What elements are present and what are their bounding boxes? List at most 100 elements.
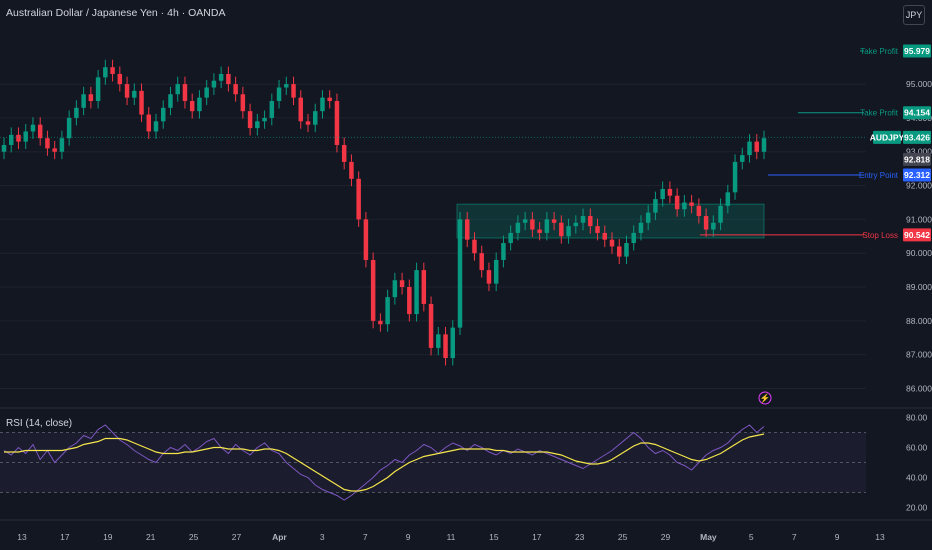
candle-body bbox=[110, 67, 115, 74]
event-marker-icon bbox=[758, 391, 772, 405]
price-tick-label: 89.000 bbox=[906, 282, 932, 292]
candle-body bbox=[414, 270, 419, 315]
level-price-tag bbox=[903, 44, 931, 58]
candle-body bbox=[30, 124, 36, 132]
candle-body bbox=[305, 121, 311, 125]
rsi-tick-label: 60.00 bbox=[906, 443, 928, 453]
price-tick-label: 95.000 bbox=[906, 79, 932, 89]
candle-body bbox=[334, 101, 340, 145]
time-tick-label: 13 bbox=[875, 532, 885, 542]
level-price-tag bbox=[903, 106, 931, 120]
candle-body bbox=[428, 303, 434, 348]
candle-body bbox=[45, 138, 50, 149]
candle-body bbox=[472, 239, 477, 254]
candle-body bbox=[298, 97, 304, 122]
candle-body bbox=[23, 131, 28, 142]
candle-body bbox=[211, 80, 217, 88]
price-tick-label: 87.000 bbox=[906, 350, 932, 360]
candle-body bbox=[464, 219, 470, 240]
candle-body bbox=[703, 216, 709, 230]
candle-body bbox=[74, 107, 79, 118]
candle-body bbox=[616, 246, 622, 257]
candle-body bbox=[52, 148, 57, 152]
price-tick-label: 88.000 bbox=[906, 316, 932, 326]
candle-body bbox=[689, 202, 694, 206]
level-price-text: 94.154 bbox=[904, 108, 930, 118]
level-label: Take Profit bbox=[860, 47, 899, 56]
time-tick-label: 17 bbox=[60, 532, 70, 542]
candle-body bbox=[168, 94, 173, 108]
candle-body bbox=[595, 226, 600, 233]
time-tick-label: 17 bbox=[532, 532, 542, 542]
rsi-tick-label: 20.00 bbox=[906, 503, 928, 513]
candle-body bbox=[392, 280, 398, 298]
candle-body bbox=[160, 107, 166, 122]
candle-body bbox=[559, 222, 564, 237]
time-tick-label: 9 bbox=[406, 532, 411, 542]
price-tick-label: 93.000 bbox=[906, 147, 932, 157]
time-tick-label: 29 bbox=[661, 532, 671, 542]
candle-body bbox=[436, 334, 441, 348]
candle-body bbox=[566, 226, 571, 237]
time-tick-label: 25 bbox=[189, 532, 199, 542]
lightning-icon: ⚡ bbox=[760, 393, 771, 404]
candle-body bbox=[132, 90, 137, 98]
marked-price-tag bbox=[903, 152, 931, 166]
rsi-line bbox=[3, 424, 765, 501]
level-label: Entry Point bbox=[859, 171, 899, 180]
time-tick-label: 21 bbox=[146, 532, 156, 542]
candle-body bbox=[645, 212, 651, 223]
time-tick-label: 27 bbox=[232, 532, 242, 542]
candle-body bbox=[233, 84, 238, 95]
candle-body bbox=[537, 229, 542, 233]
candle-body bbox=[247, 111, 253, 129]
level-price-text: 90.542 bbox=[904, 230, 930, 240]
candle-body bbox=[761, 138, 767, 152]
candle-body bbox=[197, 97, 202, 112]
candle-body bbox=[189, 101, 195, 112]
candle-body bbox=[204, 87, 209, 98]
candle-body bbox=[103, 67, 108, 78]
candle-body bbox=[653, 199, 658, 213]
candle-body bbox=[718, 205, 723, 223]
candle-body bbox=[95, 77, 101, 102]
time-tick-label: 23 bbox=[575, 532, 585, 542]
candle-body bbox=[740, 155, 745, 162]
candle-body bbox=[443, 334, 448, 359]
candle-body bbox=[88, 94, 94, 102]
time-tick-label: 3 bbox=[320, 532, 325, 542]
candle-body bbox=[631, 232, 636, 244]
time-tick-label: 7 bbox=[792, 532, 797, 542]
rsi-tick-label: 80.00 bbox=[906, 413, 928, 423]
candle-body bbox=[508, 232, 513, 244]
current-price-text: 93.426 bbox=[904, 132, 930, 142]
level-label: Stop Loss bbox=[862, 231, 898, 240]
candle-body bbox=[754, 141, 760, 152]
candle-body bbox=[327, 97, 332, 102]
candle-body bbox=[8, 134, 14, 145]
marked-price-text: 92.818 bbox=[904, 154, 930, 164]
candle-body bbox=[667, 188, 673, 196]
price-tick-label: 91.000 bbox=[906, 214, 932, 224]
level-price-text: 95.979 bbox=[904, 46, 930, 56]
time-tick-label: 15 bbox=[489, 532, 499, 542]
current-price-tag bbox=[903, 130, 931, 144]
candle-body bbox=[747, 141, 752, 156]
candle-body bbox=[370, 259, 376, 321]
candle-body bbox=[146, 114, 152, 132]
candle-body bbox=[544, 219, 550, 233]
candle-body bbox=[479, 253, 484, 271]
candle-body bbox=[255, 121, 260, 129]
candle-body bbox=[399, 280, 405, 288]
time-tick-label: 7 bbox=[363, 532, 368, 542]
candle-body bbox=[682, 202, 687, 210]
currency-button[interactable]: JPY bbox=[903, 5, 925, 25]
candle-body bbox=[573, 222, 579, 227]
candle-body bbox=[226, 73, 231, 85]
candle-body bbox=[407, 287, 412, 315]
time-tick-label: May bbox=[700, 532, 717, 542]
candle-body bbox=[240, 94, 246, 112]
rsi-ma-line bbox=[4, 433, 765, 492]
candle-body bbox=[66, 117, 72, 139]
